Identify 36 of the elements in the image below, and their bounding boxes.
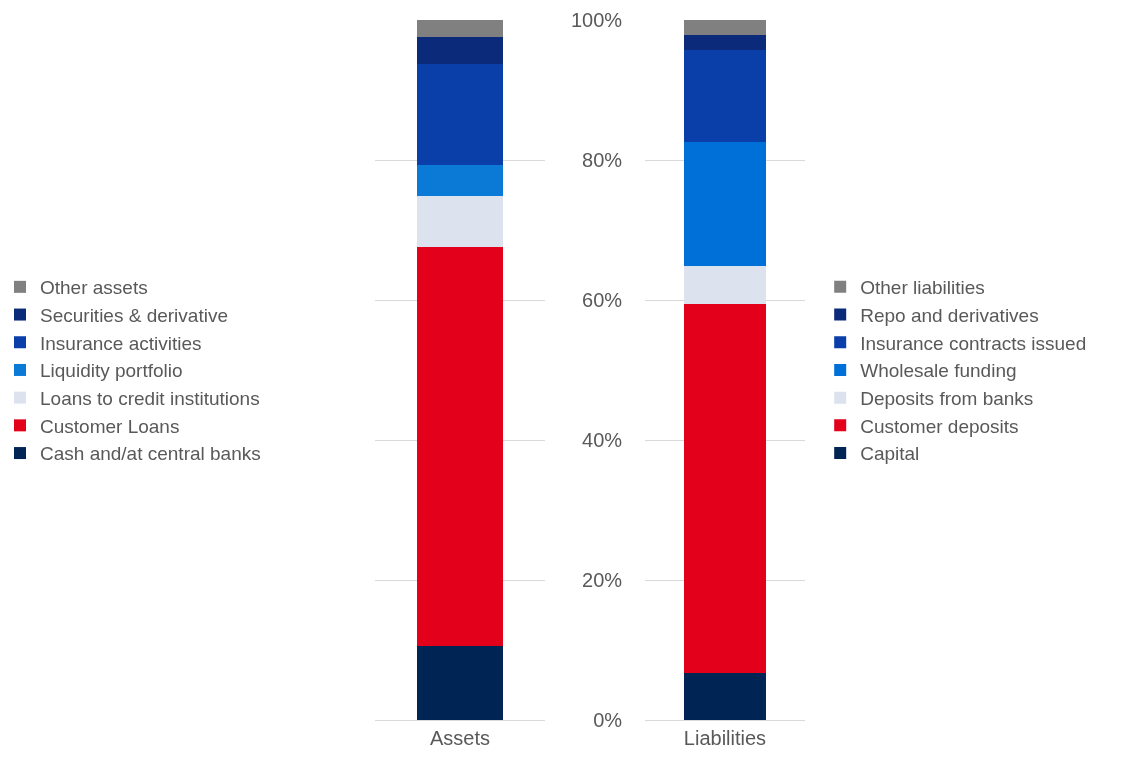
legend-label: Loans to credit institutions [40,388,260,410]
y-tick-label: 80% [582,149,623,171]
bar [416,20,504,37]
bar [416,195,504,247]
x-tick-label: Liabilities [683,727,767,749]
legend-label: Other assets [40,277,148,299]
y-tick-label: 100% [570,9,623,31]
bar [416,36,504,65]
legend-label: Liquidity portfolio [40,360,183,382]
legend-label: Insurance contracts issued [860,332,1087,354]
bar [684,20,766,35]
legend-label: Cash and/at central banks [40,443,261,465]
legend-label: Securities & derivative [40,304,228,326]
bar [416,246,504,646]
bar [684,265,766,305]
legend-label: Insurance activities [40,332,202,354]
bar [416,64,504,165]
bar [684,34,766,51]
legend-label: Customer Loans [40,415,180,437]
legend-label: Deposits from banks [860,388,1034,410]
legend-label: Capital [860,443,920,465]
bar [416,645,504,720]
legend-label: Other liabilities [860,277,985,299]
y-tick-label: 20% [582,569,623,591]
y-tick-label: 0% [593,709,623,731]
y-tick-label: 60% [582,289,623,311]
y-tick-label: 40% [582,429,623,451]
legend-label: Customer deposits [860,415,1019,437]
bar [684,304,766,674]
bar [684,673,766,720]
bar [684,50,766,142]
x-tick-label: Assets [430,727,491,749]
legend-label: Repo and derivatives [860,304,1039,326]
legend-label: Wholesale funding [860,360,1017,382]
bar [416,164,504,196]
bar [684,141,766,266]
